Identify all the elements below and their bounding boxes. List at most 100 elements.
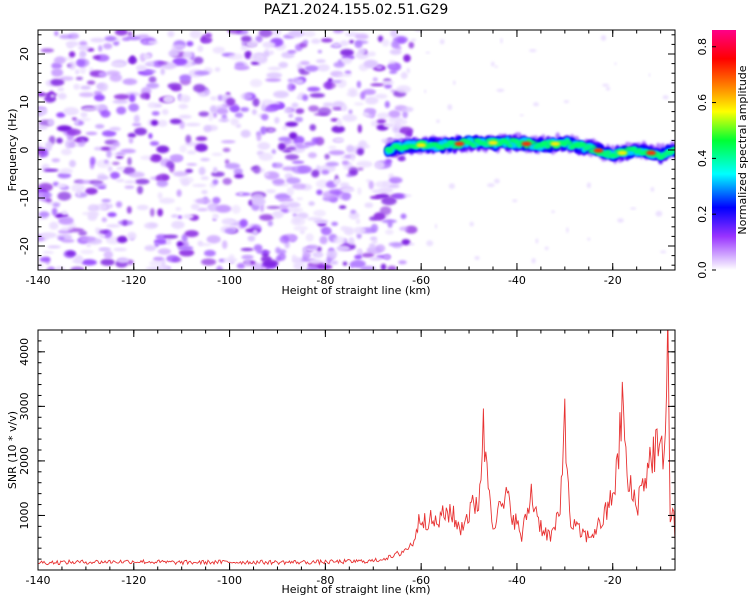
noise-blob — [439, 39, 445, 45]
noise-blob — [136, 185, 144, 195]
noise-blob — [101, 198, 111, 203]
noise-blob — [210, 96, 218, 101]
snr-x-tick-label: -40 — [508, 574, 526, 587]
noise-blob — [281, 51, 295, 59]
noise-blob — [296, 63, 303, 70]
noise-blob — [184, 230, 199, 238]
noise-blob — [341, 57, 352, 65]
noise-blob — [124, 185, 135, 189]
noise-blob — [240, 247, 254, 252]
noise-blob — [277, 142, 287, 151]
noise-blob — [278, 197, 294, 203]
noise-blob — [112, 161, 120, 166]
noise-blob — [99, 247, 110, 251]
signal-ridge-cell — [506, 144, 513, 148]
noise-blob — [519, 114, 524, 117]
noise-blob — [291, 160, 305, 164]
noise-blob — [399, 226, 409, 231]
signal-ridge-cell — [631, 147, 638, 152]
noise-blob — [252, 229, 258, 236]
noise-blob — [346, 173, 353, 177]
noise-blob — [402, 110, 408, 119]
noise-blob — [38, 147, 46, 156]
noise-blob — [266, 205, 281, 210]
noise-blob — [494, 178, 500, 184]
snr-x-tick-label: -100 — [217, 574, 242, 587]
noise-blob — [325, 161, 339, 167]
noise-blob — [650, 187, 655, 192]
noise-blob — [47, 118, 55, 127]
noise-blob — [185, 168, 194, 173]
noise-blob — [40, 48, 55, 53]
noise-blob — [100, 110, 111, 118]
noise-blob — [57, 92, 67, 100]
noise-blob — [381, 180, 391, 188]
noise-blob — [389, 49, 402, 55]
noise-blob — [146, 82, 160, 89]
noise-blob — [116, 257, 129, 264]
noise-blob — [38, 211, 50, 218]
noise-blob — [123, 180, 136, 184]
noise-blob — [156, 145, 170, 154]
noise-blob — [57, 172, 72, 179]
noise-blob — [38, 182, 53, 192]
spectrogram-x-tick-label: -100 — [217, 274, 242, 287]
noise-blob — [240, 92, 253, 100]
noise-blob — [347, 87, 358, 94]
noise-blob — [605, 86, 611, 91]
signal-peak — [416, 143, 427, 148]
noise-blob — [302, 39, 309, 45]
signal-ridge-cell — [513, 139, 520, 145]
noise-blob — [384, 83, 392, 89]
noise-blob — [308, 105, 319, 112]
noise-blob — [78, 44, 90, 51]
noise-blob — [288, 30, 305, 38]
noise-blob — [224, 228, 236, 234]
noise-blob — [105, 70, 121, 76]
noise-blob — [143, 69, 157, 74]
noise-blob — [226, 97, 236, 106]
noise-blob — [265, 78, 282, 82]
noise-blob — [177, 245, 194, 251]
noise-blob — [69, 159, 76, 168]
noise-blob — [587, 237, 591, 241]
noise-blob — [403, 54, 411, 63]
noise-blob — [292, 183, 306, 190]
noise-blob — [45, 141, 53, 150]
noise-blob — [100, 258, 115, 266]
noise-blob — [200, 176, 209, 181]
spectrogram-heatmap — [38, 30, 675, 270]
noise-blob — [127, 231, 137, 241]
spectrogram-x-axis-label: Height of straight line (km) — [281, 284, 430, 297]
noise-blob — [394, 133, 405, 137]
noise-blob — [189, 30, 202, 39]
noise-blob — [313, 112, 329, 116]
noise-blob — [313, 209, 326, 217]
noise-blob — [57, 183, 67, 188]
noise-blob — [250, 78, 263, 88]
noise-blob — [293, 216, 301, 224]
noise-blob — [307, 86, 321, 92]
snr-series-line — [38, 330, 675, 566]
spectrogram-x-tick-label: -60 — [412, 274, 430, 287]
noise-blob — [311, 38, 321, 44]
noise-blob — [113, 94, 130, 100]
noise-blob — [333, 42, 340, 48]
noise-blob — [296, 197, 304, 201]
noise-blob — [104, 159, 109, 164]
noise-blob — [512, 199, 518, 203]
noise-blob — [566, 227, 569, 234]
noise-blob — [240, 107, 250, 112]
noise-blob — [87, 204, 99, 213]
noise-blob — [287, 82, 296, 92]
noise-blob — [176, 241, 184, 248]
noise-blob — [60, 76, 74, 81]
noise-blob — [208, 112, 214, 122]
noise-blob — [350, 152, 355, 162]
noise-blob — [274, 117, 280, 124]
noise-blob — [230, 118, 239, 126]
noise-blob — [200, 36, 213, 44]
noise-blob — [268, 128, 274, 133]
noise-blob — [221, 140, 236, 144]
noise-blob — [38, 92, 46, 97]
